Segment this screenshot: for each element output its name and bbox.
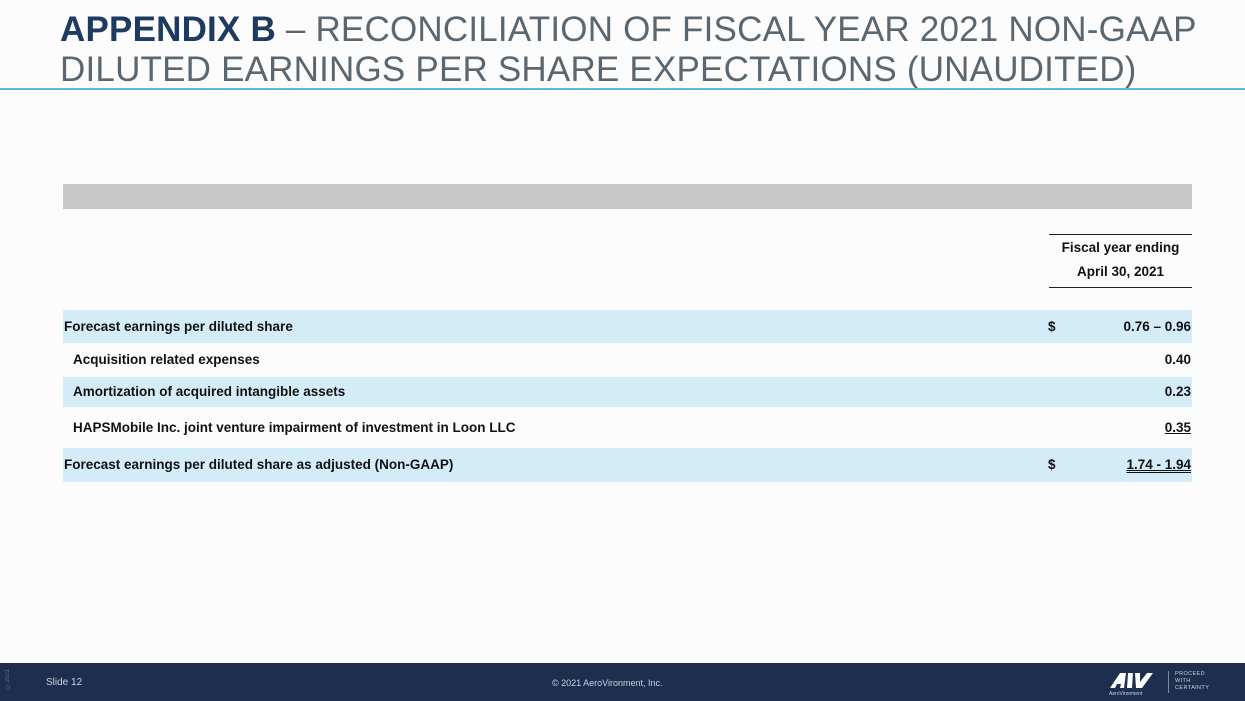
row-label: HAPSMobile Inc. joint venture impairment…: [73, 420, 516, 435]
table-row: HAPSMobile Inc. joint venture impairment…: [63, 411, 1192, 444]
currency-symbol: $: [1048, 457, 1056, 472]
table-row: Acquisition related expenses 0.40: [63, 345, 1192, 375]
row-label: Acquisition related expenses: [73, 352, 260, 367]
column-header-line-1: Fiscal year ending: [1061, 240, 1180, 255]
tagline-line: WITH: [1175, 678, 1191, 684]
title-appendix-label: APPENDIX B: [60, 10, 276, 49]
footer-side-code: ©2021: [5, 669, 11, 689]
column-header: Fiscal year ending April 30, 2021: [1049, 234, 1192, 288]
row-value: 0.35: [1164, 420, 1191, 435]
row-label: Forecast earnings per diluted share: [64, 319, 293, 334]
row-value: 0.40: [1164, 352, 1191, 367]
column-header-line-2: April 30, 2021: [1076, 264, 1165, 279]
row-value: 1.74 - 1.94: [1126, 457, 1191, 472]
title-text: – RECONCILIATION OF FISCAL YEAR 2021 NON…: [60, 10, 1197, 89]
currency-symbol: $: [1048, 319, 1056, 334]
tagline: PROCEED WITH CERTAINTY: [1175, 671, 1209, 692]
logo-divider: [1168, 671, 1169, 693]
slide-number: Slide 12: [46, 677, 83, 688]
table-row: Forecast earnings per diluted share $ 0.…: [63, 310, 1192, 343]
table-row: Amortization of acquired intangible asse…: [63, 377, 1192, 407]
row-value: 0.76 – 0.96: [1123, 319, 1191, 334]
table-header-bar: [63, 184, 1192, 209]
row-value: 0.23: [1164, 384, 1191, 399]
table-row-total: Forecast earnings per diluted share as a…: [63, 448, 1192, 482]
tagline-line: CERTAINTY: [1175, 685, 1210, 691]
page-title: APPENDIX B – RECONCILIATION OF FISCAL YE…: [60, 10, 1220, 90]
tagline-line: PROCEED: [1175, 671, 1205, 677]
row-label: Amortization of acquired intangible asse…: [73, 384, 346, 399]
svg-text:AeroVironment: AeroVironment: [1109, 691, 1143, 696]
footer-bar: ©2021 Slide 12 © 2021 AeroVironment, Inc…: [0, 663, 1245, 701]
title-divider: [0, 88, 1245, 90]
aerovironment-logo-icon: AeroVironment: [1109, 673, 1153, 696]
row-label: Forecast earnings per diluted share as a…: [64, 457, 454, 472]
copyright: © 2021 AeroVironment, Inc.: [552, 678, 663, 688]
